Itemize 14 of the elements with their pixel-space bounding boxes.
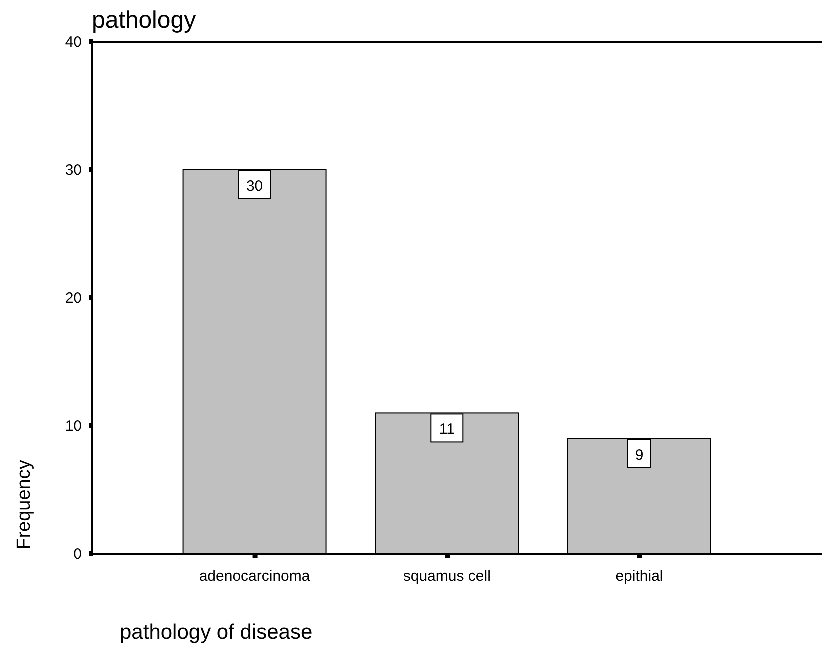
data-label: 11 [439, 421, 455, 438]
y-tick-label: 10 [65, 418, 82, 435]
x-tick-label: epithial [616, 568, 664, 585]
y-axis-title: Frequency [14, 460, 35, 550]
data-label: 30 [246, 178, 264, 195]
chart-title: pathology [92, 7, 196, 34]
x-tick-label: squamus cell [403, 568, 491, 585]
y-tick-label: 0 [74, 546, 82, 563]
y-tick-label: 20 [65, 290, 82, 307]
y-tick-label: 30 [65, 162, 82, 179]
x-tick-label: adenocarcinoma [199, 568, 311, 585]
x-axis-title: pathology of disease [120, 621, 313, 644]
y-tick-label: 40 [65, 34, 82, 51]
data-label: 9 [635, 446, 644, 464]
